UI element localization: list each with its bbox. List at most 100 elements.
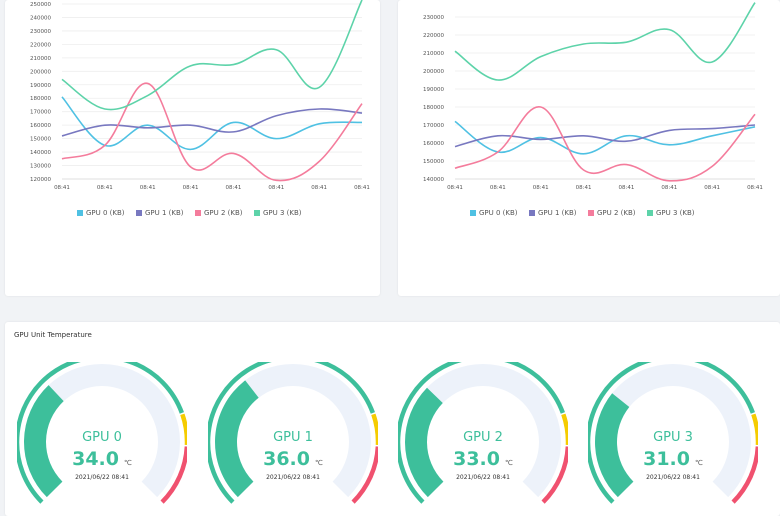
series-line — [61, 0, 363, 111]
gauge-value: 33.0 — [453, 448, 500, 470]
gauge-ring-danger — [731, 446, 758, 504]
gauge-label: GPU 0 — [82, 430, 122, 445]
y-tick-label: 140000 — [30, 150, 51, 156]
x-tick-label: 08:41 — [354, 185, 370, 191]
x-tick-label: 08:41 — [311, 185, 327, 191]
gauge-dial — [398, 362, 568, 504]
y-tick-label: 210000 — [30, 56, 51, 62]
y-tick-label: 230000 — [423, 15, 444, 21]
y-tick-label: 170000 — [423, 123, 444, 129]
x-tick-label: 08:41 — [661, 185, 677, 191]
legend-swatch — [254, 210, 260, 216]
gpu-memory-line-chart-2: 140000 150000 160000 170000 180000 190000 2000… — [423, 2, 763, 217]
gpu-memory-chart-card-1: 120000 130000 140000 150000 160000 170000 1800… — [5, 0, 380, 296]
y-tick-label: 220000 — [423, 33, 444, 39]
gauge-ring-safe — [208, 362, 375, 504]
series-line — [61, 96, 363, 151]
series-line — [454, 124, 756, 148]
legend-item[interactable]: GPU 1 (KB) — [538, 209, 577, 217]
y-tick-label: 130000 — [30, 164, 51, 170]
gauge-label: GPU 3 — [653, 430, 693, 445]
y-tick-label: 180000 — [423, 105, 444, 111]
x-tick-label: 08:41 — [704, 185, 720, 191]
x-tick-label: 08:41 — [54, 185, 70, 191]
y-tick-label: 160000 — [30, 123, 51, 129]
x-tick-label: 08:41 — [576, 185, 592, 191]
legend-swatch — [77, 210, 83, 216]
x-tick-label: 08:41 — [97, 185, 113, 191]
gauge-ring-danger — [160, 446, 187, 504]
legend-swatch — [195, 210, 201, 216]
gauge-ring-safe — [398, 362, 565, 504]
gpu-memory-chart-card-2: 140000 150000 160000 170000 180000 190000 2000… — [398, 0, 780, 296]
x-tick-label: 08:41 — [747, 185, 763, 191]
gauge-ring-safe — [17, 362, 184, 504]
y-tick-label: 190000 — [423, 87, 444, 93]
y-tick-label: 120000 — [30, 177, 51, 183]
gauge-dial — [17, 362, 187, 504]
x-tick-label: 08:41 — [447, 185, 463, 191]
gauge-dial — [588, 362, 758, 504]
series-line — [454, 106, 756, 182]
legend-swatch — [588, 210, 594, 216]
y-tick-label: 200000 — [423, 69, 444, 75]
gpu-temperature-card: GPU Unit Temperature GPU 0 34.0 ℃ 2021/06… — [5, 322, 780, 516]
series-line — [61, 82, 363, 182]
gauge-ring-warn — [180, 413, 187, 445]
y-tick-label: 250000 — [30, 2, 51, 8]
gauge-value-row: 31.0 ℃ — [588, 448, 758, 470]
y-tick-label: 190000 — [30, 83, 51, 89]
gauge-timestamp: 2021/06/22 08:41 — [646, 474, 700, 481]
series-line — [454, 2, 756, 81]
legend-item[interactable]: GPU 3 (KB) — [263, 209, 302, 217]
gpu-gauge-0: GPU 0 34.0 ℃ 2021/06/22 08:41 — [17, 362, 187, 512]
gauge-value-row: 34.0 ℃ — [17, 448, 187, 470]
y-tick-label: 230000 — [30, 29, 51, 35]
x-tick-label: 08:41 — [183, 185, 199, 191]
gauge-ring-warn — [371, 413, 378, 445]
gauge-value: 34.0 — [72, 448, 119, 470]
y-tick-label: 170000 — [30, 110, 51, 116]
legend-swatch — [470, 210, 476, 216]
gauge-ring-warn — [561, 413, 568, 445]
y-tick-label: 210000 — [423, 51, 444, 57]
legend-item[interactable]: GPU 3 (KB) — [656, 209, 695, 217]
x-tick-label: 08:41 — [490, 185, 506, 191]
gauge-ring-safe — [588, 362, 755, 504]
gauge-fill — [215, 380, 259, 498]
gauge-timestamp: 2021/06/22 08:41 — [456, 474, 510, 481]
gauge-unit: ℃ — [505, 459, 513, 467]
legend-item[interactable]: GPU 1 (KB) — [145, 209, 184, 217]
gauge-timestamp: 2021/06/22 08:41 — [75, 474, 129, 481]
gpu-gauge-1: GPU 1 36.0 ℃ 2021/06/22 08:41 — [208, 362, 378, 512]
gauge-label: GPU 2 — [463, 430, 503, 445]
y-tick-label: 150000 — [30, 137, 51, 143]
x-tick-label: 08:41 — [618, 185, 634, 191]
y-tick-label: 150000 — [423, 159, 444, 165]
legend-item[interactable]: GPU 2 (KB) — [597, 209, 636, 217]
gauge-unit: ℃ — [315, 459, 323, 467]
gauge-track — [405, 364, 561, 498]
legend-item[interactable]: GPU 0 (KB) — [86, 209, 125, 217]
gauge-timestamp: 2021/06/22 08:41 — [266, 474, 320, 481]
legend-swatch — [529, 210, 535, 216]
gauge-fill — [24, 385, 64, 498]
x-tick-label: 08:41 — [533, 185, 549, 191]
x-tick-label: 08:41 — [140, 185, 156, 191]
gauge-value: 31.0 — [643, 448, 690, 470]
gpu-gauge-3: GPU 3 31.0 ℃ 2021/06/22 08:41 — [588, 362, 758, 512]
y-tick-label: 180000 — [30, 96, 51, 102]
gauge-dial — [208, 362, 378, 504]
legend-item[interactable]: GPU 2 (KB) — [204, 209, 243, 217]
legend-item[interactable]: GPU 0 (KB) — [479, 209, 518, 217]
gauge-fill — [405, 387, 444, 498]
gauge-value: 36.0 — [263, 448, 310, 470]
series-line — [61, 108, 363, 137]
y-tick-label: 220000 — [30, 42, 51, 48]
gauge-unit: ℃ — [124, 459, 132, 467]
gauge-track — [24, 364, 181, 498]
gpu-gauge-2: GPU 2 33.0 ℃ 2021/06/22 08:41 — [398, 362, 568, 512]
y-tick-label: 240000 — [30, 15, 51, 21]
temperature-card-title: GPU Unit Temperature — [14, 331, 92, 339]
series-line — [454, 120, 756, 155]
